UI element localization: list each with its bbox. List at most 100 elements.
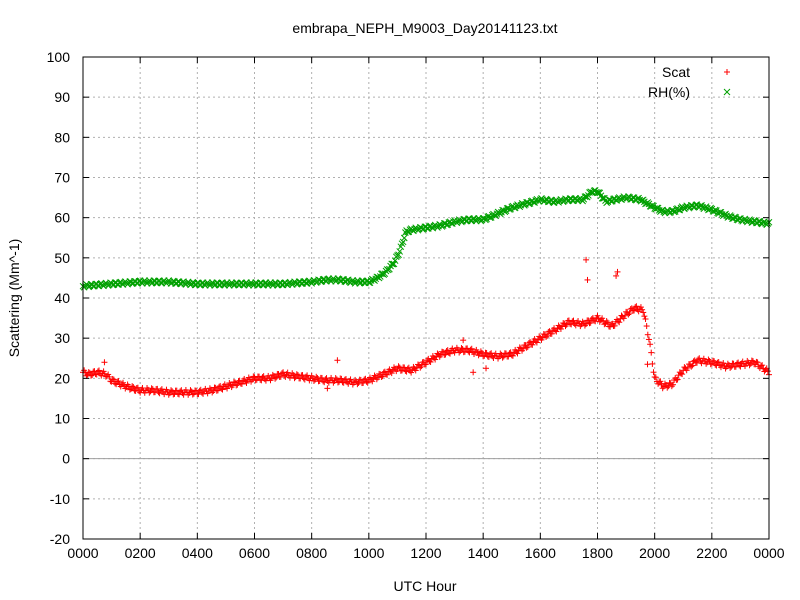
data-point [759, 362, 766, 369]
data-point [96, 367, 103, 374]
data-point [679, 371, 686, 378]
y-tick-label: 60 [54, 210, 70, 226]
data-point [414, 361, 421, 368]
data-point [705, 356, 712, 363]
data-point [347, 376, 354, 383]
data-point [378, 373, 385, 380]
data-point [432, 356, 439, 363]
data-point [674, 376, 681, 383]
x-tick-label: 1000 [353, 545, 384, 561]
data-point [304, 372, 311, 379]
data-point [214, 387, 221, 394]
data-point [633, 303, 640, 310]
data-point [434, 350, 441, 357]
data-point [639, 306, 646, 313]
data-point [524, 343, 531, 350]
outlier-point [334, 357, 341, 364]
outlier-point [470, 369, 477, 376]
data-point [689, 362, 696, 369]
data-point [711, 358, 718, 365]
data-point [715, 359, 722, 366]
data-point [89, 372, 96, 379]
series-rh [79, 187, 773, 291]
data-point [754, 359, 761, 366]
data-point [539, 334, 546, 341]
data-point [505, 353, 512, 360]
y-tick-label: 20 [54, 370, 70, 386]
data-point [88, 372, 95, 379]
data-point [553, 328, 560, 335]
data-point [560, 320, 567, 327]
series-layer [79, 187, 773, 398]
data-point [642, 315, 649, 322]
outlier-point [324, 385, 331, 392]
data-point [604, 319, 611, 326]
x-tick-label: 1400 [468, 545, 499, 561]
data-point [115, 378, 122, 385]
data-point [529, 341, 536, 348]
data-point [418, 363, 425, 370]
data-point [364, 379, 371, 386]
data-point [727, 364, 734, 371]
data-point [85, 369, 92, 376]
legend-label-rh: RH(%) [648, 84, 690, 100]
data-point [548, 330, 555, 337]
x-tick-label: 1200 [410, 545, 441, 561]
series-scat [80, 256, 772, 398]
legend-plus-marker [724, 69, 730, 75]
data-point [657, 378, 664, 385]
data-point [631, 307, 638, 314]
x-tick-label: 0000 [753, 545, 784, 561]
outlier-point [644, 361, 651, 368]
data-point [206, 385, 213, 392]
y-tick-label: 40 [54, 290, 70, 306]
data-point [499, 354, 506, 361]
data-point [120, 379, 127, 386]
data-point [238, 380, 245, 387]
data-point [399, 238, 407, 246]
data-point [616, 319, 623, 326]
data-point [400, 234, 408, 242]
data-point [412, 367, 419, 374]
data-point [764, 368, 771, 375]
data-point [643, 323, 650, 330]
chart-title: embrapa_NEPH_M9003_Day20141123.txt [292, 20, 557, 36]
data-point [109, 375, 116, 382]
data-point [197, 386, 204, 393]
data-point [321, 379, 328, 386]
data-point [652, 374, 659, 381]
data-point [384, 371, 391, 378]
data-point [345, 380, 352, 387]
data-point [664, 384, 671, 391]
data-point [620, 315, 627, 322]
data-point [379, 373, 386, 380]
data-point [106, 373, 113, 380]
x-tick-label: 2200 [696, 545, 727, 561]
data-point [595, 189, 602, 196]
data-point [669, 381, 676, 388]
data-point [533, 339, 540, 346]
y-tick-label: 90 [54, 89, 70, 105]
data-point [601, 321, 608, 328]
data-point [607, 323, 614, 330]
data-point [189, 391, 196, 398]
data-point [544, 332, 551, 339]
x-axis-label: UTC Hour [393, 578, 456, 594]
data-point [625, 311, 632, 318]
y-tick-label: 0 [62, 451, 70, 467]
data-point [93, 371, 100, 378]
data-point [293, 371, 300, 378]
data-point [313, 373, 320, 380]
data-point [490, 355, 497, 362]
data-point [408, 369, 415, 376]
data-point [110, 376, 117, 383]
x-tick-label: 1800 [582, 545, 613, 561]
legend-cross-marker [723, 88, 731, 96]
data-point [568, 321, 575, 328]
data-point [340, 379, 347, 386]
outlier-point [101, 359, 108, 366]
data-point [391, 257, 399, 264]
data-point [272, 375, 279, 382]
data-point [668, 383, 675, 390]
